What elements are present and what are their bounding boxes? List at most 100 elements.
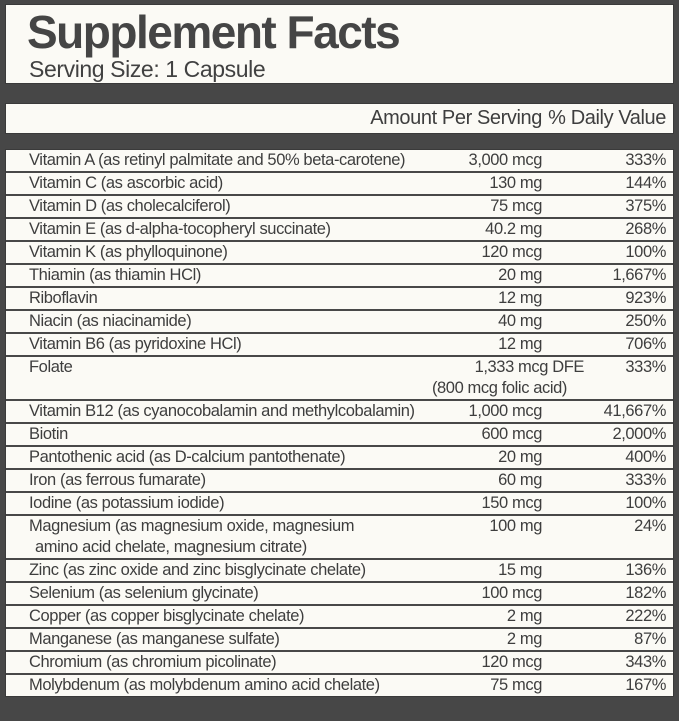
nutrient-name-cell: Chromium (as chromium picolinate) <box>6 652 342 673</box>
nutrient-amount: 2 mg <box>506 630 542 648</box>
table-row: Vitamin K (as phylloquinone) 120 mcg 100… <box>6 240 673 263</box>
page-title: Supplement Facts <box>27 6 401 58</box>
nutrient-daily-value: 250% <box>625 312 666 330</box>
nutrient-name-line2: amino acid chelate, magnesium citrate) <box>35 538 307 556</box>
nutrient-amount-cell: 100 mcg <box>342 583 543 604</box>
nutrient-daily-value: 375% <box>625 197 666 215</box>
nutrient-name: Iodine (as potassium iodide) <box>29 494 225 512</box>
table-row: Chromium (as chromium picolinate) 120 mc… <box>6 650 673 673</box>
nutrient-amount: 15 mg <box>498 561 542 579</box>
nutrient-amount-cell: 12 mg <box>342 288 542 309</box>
nutrient-name: Selenium (as selenium glycinate) <box>29 584 259 602</box>
nutrient-amount: 1,333 mcg DFE <box>474 358 585 376</box>
nutrient-amount-cell: 1,000 mcg <box>342 401 543 422</box>
nutrient-amount-cell: 100 mg <box>342 516 542 537</box>
nutrient-daily-value: 268% <box>625 220 666 238</box>
nutrient-amount-cell: 75 mcg <box>342 196 542 217</box>
nutrient-name-cell: Niacin (as niacinamide) <box>6 311 342 332</box>
nutrient-daily-value: 100% <box>625 243 666 261</box>
table-row: Niacin (as niacinamide) 40 mg 250% <box>6 309 673 332</box>
table-row: Vitamin B12 (as cyanocobalamin and methy… <box>6 399 673 422</box>
nutrient-daily-value: 343% <box>625 653 666 671</box>
nutrient-name: Iron (as ferrous fumarate) <box>29 471 206 489</box>
column-header-row: Amount Per Serving % Daily Value <box>5 103 674 134</box>
nutrient-amount-cell: 2 mg <box>342 629 542 650</box>
nutrient-name-cell: Molybdenum (as molybdenum amino acid che… <box>6 675 380 696</box>
nutrient-name: Vitamin B6 (as pyridoxine HCl) <box>29 335 242 353</box>
nutrient-amount-cell: 600 mcg <box>342 424 543 445</box>
nutrient-amount: 100 mg <box>489 517 542 535</box>
nutrient-name: Vitamin C (as ascorbic acid) <box>29 174 223 192</box>
nutrient-daily-value: 182% <box>625 584 666 602</box>
nutrient-amount-cell: 75 mcg <box>342 675 542 696</box>
nutrient-amount-cell: 20 mg <box>342 265 542 286</box>
nutrient-amount: 60 mg <box>498 471 542 489</box>
nutrient-amount: 40 mg <box>498 312 542 330</box>
daily-value-column-header: % Daily Value <box>548 107 666 129</box>
nutrient-name-cell: Vitamin E (as d-alpha-tocopheryl succina… <box>6 219 342 240</box>
nutrient-amount: 130 mg <box>489 174 542 192</box>
nutrient-name-cell: Magnesium (as magnesium oxide, magnesium… <box>6 516 355 558</box>
nutrient-amount-cell: 120 mcg <box>342 242 543 263</box>
nutrient-name: Niacin (as niacinamide) <box>29 312 192 330</box>
table-row: Vitamin E (as d-alpha-tocopheryl succina… <box>6 217 673 240</box>
table-row: Selenium (as selenium glycinate) 100 mcg… <box>6 581 673 604</box>
nutrient-amount: 20 mg <box>498 266 542 284</box>
nutrient-name: Manganese (as manganese sulfate) <box>29 630 280 648</box>
nutrient-name: Chromium (as chromium picolinate) <box>29 653 277 671</box>
nutrient-daily-value: 706% <box>625 335 666 353</box>
nutrient-name-cell: Zinc (as zinc oxide and zinc bisglycinat… <box>6 560 366 581</box>
table-row: Vitamin B6 (as pyridoxine HCl) 12 mg 706… <box>6 332 673 355</box>
nutrient-amount-cell: 2 mg <box>342 606 542 627</box>
nutrient-daily-value: 144% <box>625 174 666 192</box>
table-row: Thiamin (as thiamin HCl) 20 mg 1,667% <box>6 263 673 286</box>
nutrient-name-cell: Pantothenic acid (as D-calcium pantothen… <box>6 447 346 468</box>
nutrient-amount-cell: 60 mg <box>342 470 542 491</box>
nutrient-daily-value: 41,667% <box>603 402 667 420</box>
nutrient-amount: 600 mcg <box>481 425 543 443</box>
nutrient-daily-value: 24% <box>634 517 666 535</box>
table-row: Iron (as ferrous fumarate) 60 mg 333% <box>6 468 673 491</box>
nutrient-amount-cell: 20 mg <box>342 447 542 468</box>
nutrient-daily-value: 1,667% <box>612 266 666 284</box>
nutrient-amount: 3,000 mcg <box>468 151 543 169</box>
nutrient-amount-cell: 40.2 mg <box>342 219 542 240</box>
table-row: Vitamin A (as retinyl palmitate and 50% … <box>6 150 673 171</box>
nutrient-daily-value: 136% <box>625 561 666 579</box>
table-row: Pantothenic acid (as D-calcium pantothen… <box>6 445 673 468</box>
facts-table-body: Vitamin A (as retinyl palmitate and 50% … <box>5 149 674 697</box>
nutrient-daily-value: 923% <box>625 289 666 307</box>
table-row: Copper (as copper bisglycinate chelate) … <box>6 604 673 627</box>
nutrient-amount-cell: 40 mg <box>342 311 542 332</box>
table-row: Vitamin C (as ascorbic acid) 130 mg 144% <box>6 171 673 194</box>
nutrient-amount: 1,000 mcg <box>468 402 543 420</box>
nutrient-amount: 150 mcg <box>481 494 543 512</box>
table-row: Manganese (as manganese sulfate) 2 mg 87… <box>6 627 673 650</box>
nutrient-amount: 12 mg <box>498 335 542 353</box>
nutrient-name-cell: Vitamin D (as cholecalciferol) <box>6 196 342 217</box>
nutrient-name-cell: Folate <box>6 357 342 378</box>
table-row: Magnesium (as magnesium oxide, magnesium… <box>6 514 673 558</box>
nutrient-amount-cell: 15 mg <box>342 560 542 581</box>
nutrient-name: Vitamin B12 (as cyanocobalamin and methy… <box>29 402 415 420</box>
nutrient-name: Folate <box>29 358 73 376</box>
nutrient-name: Pantothenic acid (as D-calcium pantothen… <box>29 448 346 466</box>
nutrient-daily-value: 2,000% <box>612 425 666 443</box>
nutrient-name: Biotin <box>29 425 68 443</box>
nutrient-name-cell: Vitamin A (as retinyl palmitate and 50% … <box>6 150 406 171</box>
nutrient-daily-value: 222% <box>625 607 666 625</box>
serving-size-text: Serving Size: 1 Capsule <box>29 56 266 82</box>
nutrient-amount-cell: 150 mcg <box>342 493 543 514</box>
nutrient-name: Molybdenum (as molybdenum amino acid che… <box>29 676 380 694</box>
nutrient-name: Zinc (as zinc oxide and zinc bisglycinat… <box>29 561 366 579</box>
nutrient-amount: 75 mcg <box>490 197 542 215</box>
nutrient-name: Vitamin A (as retinyl palmitate and 50% … <box>29 151 406 169</box>
table-row: Biotin 600 mcg 2,000% <box>6 422 673 445</box>
nutrient-daily-value: 400% <box>625 448 666 466</box>
nutrient-name-cell: Vitamin B12 (as cyanocobalamin and methy… <box>6 401 415 422</box>
nutrient-amount: 100 mcg <box>481 584 543 602</box>
nutrient-daily-value: 333% <box>625 151 666 169</box>
nutrient-amount: 20 mg <box>498 448 542 466</box>
nutrient-name: Vitamin K (as phylloquinone) <box>29 243 228 261</box>
